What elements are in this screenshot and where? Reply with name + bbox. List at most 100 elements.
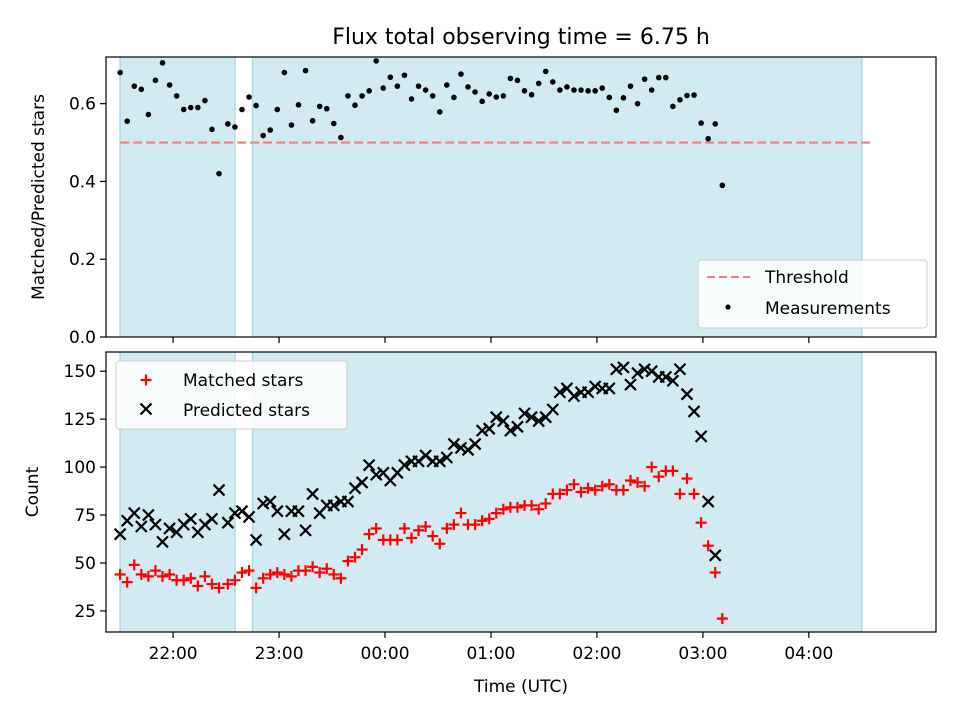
observing-window-band (252, 352, 862, 632)
measurement-point (253, 102, 259, 109)
predicted-stars-point (156, 535, 169, 549)
predicted-stars-point (560, 382, 574, 395)
predicted-stars-point (228, 506, 242, 520)
predicted-stars-point (638, 362, 651, 376)
measurement-point (719, 182, 726, 189)
measurement-point (528, 91, 535, 98)
ratio-axes: 0.0 0.2 0.4 0.6 (69, 56, 937, 348)
predicted-stars-point (184, 512, 198, 526)
observing-window-band (120, 57, 235, 337)
predicted-stars-point (127, 506, 141, 520)
measurement-point (542, 68, 549, 75)
ratio-panel: 0.0 0.2 0.4 0.6 Matched/Predicted stars Thr… (29, 56, 937, 348)
x-tick-label: 03:00 (678, 644, 727, 664)
measurement-point (387, 74, 394, 81)
measurement-point (246, 94, 252, 100)
measurement-point (124, 118, 130, 124)
measurement-point (486, 91, 493, 97)
measurement-point (648, 87, 655, 93)
count-panel: 25 50 75 100 125 150 22:00 23:00 00:00 01:00 02:00… (23, 351, 937, 697)
x-tick-label: 02:00 (572, 644, 621, 664)
predicted-stars-point (306, 487, 319, 501)
predicted-stars-point (398, 458, 411, 472)
y-tick-label: 0.0 (69, 328, 96, 348)
predicted-stars-point (610, 362, 623, 376)
x-tick-label: 00:00 (361, 644, 410, 664)
predicted-stars-point (518, 407, 531, 420)
measurement-point (359, 93, 365, 99)
predicted-stars-point (135, 520, 148, 533)
predicted-stars-point (242, 510, 256, 524)
measurement-point (507, 75, 514, 82)
measurement-point (209, 126, 215, 133)
measurement-point (641, 76, 648, 82)
ratio-y-axis-label: Matched/Predicted stars (29, 94, 49, 300)
predicted-stars-point (292, 504, 305, 518)
predicted-stars-point (532, 414, 545, 428)
x-tick-label: 22:00 (149, 644, 198, 664)
measurement-point (592, 88, 598, 94)
ratio-legend: Threshold Measurements (697, 259, 928, 329)
predicted-stars-point (454, 441, 468, 455)
measurement-point (557, 87, 563, 93)
predicted-stars-point (299, 524, 312, 537)
y-tick-label: 50 (74, 554, 96, 574)
count-axes: 25 50 75 100 125 150 22:00 23:00 00:00 01:00 02:00… (64, 351, 937, 664)
measurement-point (655, 74, 662, 81)
predicted-stars-point (263, 495, 277, 508)
measurement-point (670, 103, 676, 110)
measurement-point (705, 135, 711, 142)
predicted-stars-point (645, 364, 658, 378)
y-tick-label: 125 (64, 410, 96, 430)
measurement-point (331, 120, 337, 127)
measurement-point (564, 84, 570, 90)
predicted-stars-point (482, 422, 496, 435)
measurements-legend-label: Measurements (765, 299, 891, 319)
measurement-point (352, 102, 358, 109)
measurement-point (345, 93, 351, 99)
measurement-point (712, 121, 719, 127)
predicted-stars-point (489, 410, 503, 424)
measurement-point (521, 88, 528, 94)
predicted-stars-points (113, 361, 722, 562)
predicted-stars-point (113, 527, 127, 541)
predicted-stars-point (511, 420, 524, 434)
predicted-stars-point (475, 424, 489, 437)
measurement-point (338, 134, 344, 141)
measurement-point (159, 60, 166, 66)
predicted-stars-point (419, 449, 432, 462)
predicted-stars-point (212, 483, 226, 497)
measurement-point (620, 95, 627, 101)
measurement-point (634, 100, 641, 107)
measurement-point (458, 71, 464, 77)
predicted-stars-point (504, 424, 517, 437)
measurement-point (415, 83, 422, 89)
measurement-point (152, 77, 159, 84)
predicted-stars-point (369, 468, 383, 482)
predicted-stars-point (701, 495, 715, 508)
y-tick-label: 0.6 (69, 95, 96, 115)
measurement-point (195, 104, 201, 111)
predicted-stars-point (447, 437, 461, 451)
predicted-stars-point (205, 512, 219, 526)
predicted-stars-point (235, 504, 249, 518)
measurement-point (472, 89, 478, 95)
x-tick-label: 04:00 (784, 644, 833, 664)
predicted-stars-point (327, 499, 341, 512)
measurement-point (323, 105, 330, 112)
y-tick-label: 0.4 (69, 172, 96, 192)
observing-windows (119, 352, 863, 632)
predicted-stars-point (666, 374, 680, 388)
measurement-point (444, 82, 450, 88)
measurement-point (535, 80, 542, 87)
measurement-point (401, 72, 408, 79)
matched-stars-points (114, 461, 728, 625)
measurement-point (465, 84, 471, 90)
y-tick-label: 25 (74, 602, 96, 622)
measurement-point (288, 122, 295, 128)
predicted-legend-label: Predicted stars (183, 401, 310, 421)
measurement-point (166, 82, 173, 88)
count-y-axis-label: Count (23, 466, 43, 517)
predicted-stars-point (708, 549, 722, 562)
measurement-point (578, 87, 584, 93)
